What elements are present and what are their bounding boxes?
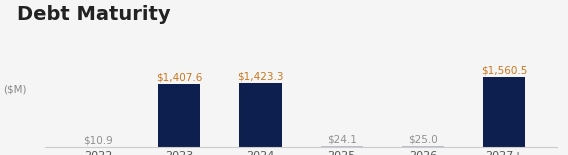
Bar — [239, 83, 282, 147]
Text: $1,407.6: $1,407.6 — [156, 72, 203, 82]
Text: $24.1: $24.1 — [327, 135, 357, 145]
Bar — [402, 146, 444, 147]
Bar — [483, 77, 525, 147]
Bar — [320, 146, 363, 147]
Text: $1,423.3: $1,423.3 — [237, 72, 284, 82]
Bar — [158, 84, 201, 147]
Text: ($M): ($M) — [3, 85, 26, 95]
Text: $25.0: $25.0 — [408, 135, 437, 145]
Text: $1,560.5: $1,560.5 — [481, 65, 527, 75]
Text: Debt Maturity: Debt Maturity — [17, 5, 170, 24]
Text: $10.9: $10.9 — [83, 135, 113, 145]
